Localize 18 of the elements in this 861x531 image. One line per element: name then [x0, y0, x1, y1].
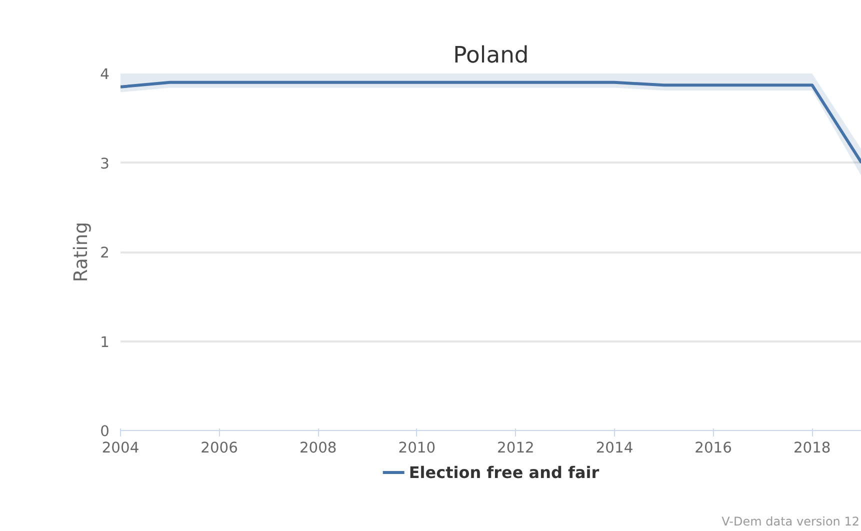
y-tick-label: 2 [100, 244, 110, 262]
x-tick-label: 2010 [398, 440, 436, 456]
chart-title: Poland [453, 42, 529, 68]
line-series [120, 80, 861, 164]
y-tick-label: 4 [100, 66, 110, 83]
x-tick-label: 2004 [102, 440, 140, 456]
text: V-Dem data version 12 [722, 514, 860, 528]
y-tick-label: 0 [100, 423, 110, 440]
x-tick-label: 2006 [200, 440, 238, 456]
x-tick-label: 2012 [497, 440, 534, 456]
x-tick-label: 2016 [694, 440, 732, 456]
x-tick-label: 2018 [793, 440, 831, 456]
legend-label: Election free and fair [408, 462, 600, 482]
y-axis-title: Rating [71, 222, 92, 282]
x-tick-label: 2014 [596, 440, 634, 456]
y-tick-label: 1 [100, 334, 110, 351]
y-tick-label: 3 [100, 155, 110, 172]
x-tick-label: 2008 [299, 440, 337, 456]
